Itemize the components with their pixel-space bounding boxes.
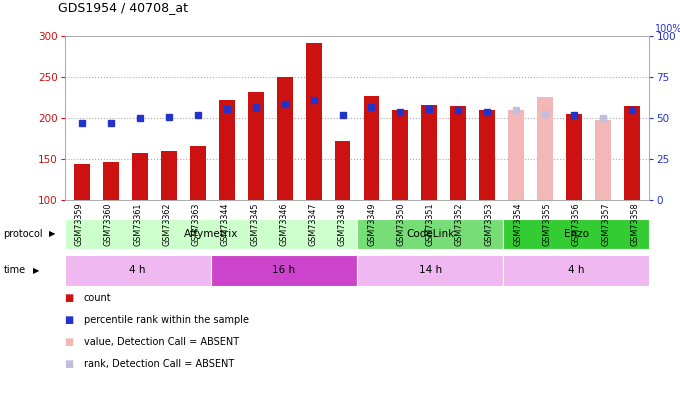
Text: 4 h: 4 h xyxy=(568,265,585,275)
Bar xyxy=(357,219,503,249)
Bar xyxy=(219,100,235,200)
Bar xyxy=(211,255,357,286)
Text: protocol: protocol xyxy=(3,229,43,239)
Text: GSM73349: GSM73349 xyxy=(367,202,376,246)
Bar xyxy=(132,153,148,200)
Bar xyxy=(595,120,611,200)
Text: percentile rank within the sample: percentile rank within the sample xyxy=(84,315,249,325)
Bar xyxy=(624,106,640,200)
Bar xyxy=(479,110,495,200)
Text: GDS1954 / 40708_at: GDS1954 / 40708_at xyxy=(58,1,188,14)
Text: GSM73353: GSM73353 xyxy=(484,202,493,246)
Bar xyxy=(537,97,553,200)
Bar xyxy=(65,219,357,249)
Bar xyxy=(508,110,524,200)
Bar xyxy=(248,92,264,200)
Bar xyxy=(450,106,466,200)
Bar xyxy=(364,96,379,200)
Bar xyxy=(65,255,211,286)
Text: GSM73360: GSM73360 xyxy=(104,202,113,246)
Text: GSM73352: GSM73352 xyxy=(455,202,464,246)
Text: ■: ■ xyxy=(65,315,74,325)
Bar xyxy=(392,110,409,200)
Bar xyxy=(503,219,649,249)
Bar xyxy=(103,162,119,200)
Text: time: time xyxy=(3,265,26,275)
Text: GSM73361: GSM73361 xyxy=(133,202,142,246)
Text: Affymetrix: Affymetrix xyxy=(184,229,238,239)
Text: GSM73345: GSM73345 xyxy=(250,202,259,246)
Text: GSM73363: GSM73363 xyxy=(192,202,201,246)
Text: ■: ■ xyxy=(65,337,74,347)
Bar xyxy=(305,43,322,200)
Text: CodeLink: CodeLink xyxy=(406,229,454,239)
Text: Enzo: Enzo xyxy=(564,229,589,239)
Bar xyxy=(335,141,350,200)
Bar xyxy=(566,114,582,200)
Text: GSM73357: GSM73357 xyxy=(601,202,610,246)
Bar xyxy=(161,151,177,200)
Text: GSM73355: GSM73355 xyxy=(543,202,551,246)
Text: GSM73344: GSM73344 xyxy=(221,202,230,246)
Text: GSM73362: GSM73362 xyxy=(163,202,171,246)
Text: GSM73351: GSM73351 xyxy=(426,202,435,246)
Text: ■: ■ xyxy=(65,360,74,369)
Text: 16 h: 16 h xyxy=(272,265,296,275)
Text: GSM73347: GSM73347 xyxy=(309,202,318,246)
Bar xyxy=(357,255,503,286)
Bar xyxy=(277,77,292,200)
Text: GSM73354: GSM73354 xyxy=(513,202,522,246)
Bar xyxy=(190,146,206,200)
Text: ■: ■ xyxy=(65,293,74,303)
Text: GSM73356: GSM73356 xyxy=(572,202,581,246)
Text: 4 h: 4 h xyxy=(129,265,146,275)
Text: 100%: 100% xyxy=(655,23,680,34)
Text: 14 h: 14 h xyxy=(418,265,442,275)
Text: GSM73359: GSM73359 xyxy=(75,202,84,246)
Text: GSM73348: GSM73348 xyxy=(338,202,347,246)
Bar xyxy=(74,164,90,200)
Text: value, Detection Call = ABSENT: value, Detection Call = ABSENT xyxy=(84,337,239,347)
Text: ▶: ▶ xyxy=(49,229,56,239)
Text: ▶: ▶ xyxy=(33,266,39,275)
Bar xyxy=(422,104,437,200)
Text: GSM73346: GSM73346 xyxy=(279,202,288,246)
Text: GSM73350: GSM73350 xyxy=(396,202,405,246)
Text: GSM73358: GSM73358 xyxy=(630,202,639,246)
Text: rank, Detection Call = ABSENT: rank, Detection Call = ABSENT xyxy=(84,360,234,369)
Text: count: count xyxy=(84,293,112,303)
Bar xyxy=(503,255,649,286)
